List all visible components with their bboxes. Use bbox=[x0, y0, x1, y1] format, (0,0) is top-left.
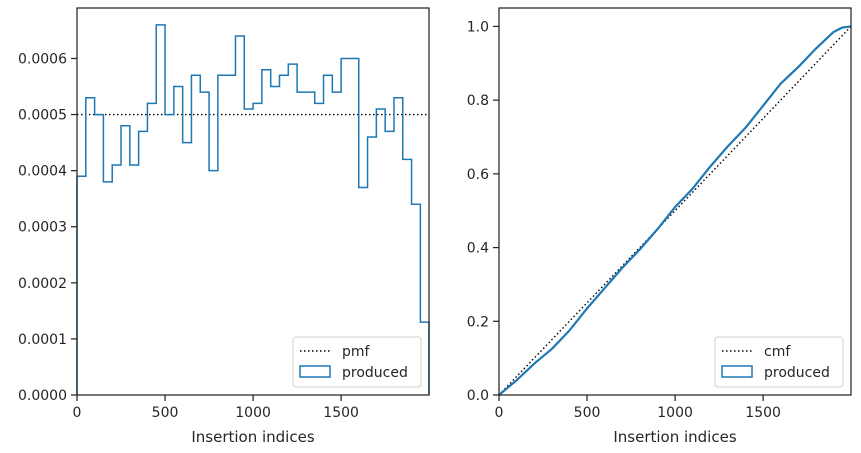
y-tick-label: 0.0002 bbox=[18, 276, 67, 292]
x-tick-label: 500 bbox=[152, 405, 179, 421]
x-tick-label: 1500 bbox=[323, 405, 359, 421]
legend-produced-label: produced bbox=[342, 365, 408, 381]
axis-ticks: 0 500 1000 1500 0.0 0.2 0.4 0.6 0.8 1.0 bbox=[467, 19, 781, 421]
pmf-histogram-panel: 0 500 1000 1500 0.0000 0.0001 0.0002 0.0003 0.00… bbox=[18, 7, 430, 446]
y-tick-label: 0.4 bbox=[467, 241, 489, 257]
plot-frame bbox=[498, 7, 852, 396]
x-tick-label: 1000 bbox=[657, 405, 693, 421]
legend-box bbox=[292, 336, 422, 388]
y-tick-label: 1.0 bbox=[467, 19, 489, 35]
legend: pmf produced bbox=[292, 336, 422, 388]
x-axis-label: Insertion indices bbox=[613, 428, 736, 446]
chart-marks bbox=[76, 24, 430, 395]
chart-marks bbox=[498, 25, 852, 396]
y-tick-label: 0.0000 bbox=[18, 388, 67, 404]
x-tick-label: 0 bbox=[495, 405, 504, 421]
series-produced-line bbox=[498, 25, 852, 396]
y-tick-label: 0.0005 bbox=[18, 108, 67, 124]
legend-box bbox=[714, 336, 844, 388]
legend-produced-swatch bbox=[299, 365, 331, 378]
legend-produced-swatch bbox=[721, 365, 753, 378]
cmf-cumulative-panel: 0 500 1000 1500 0.0 0.2 0.4 0.6 0.8 1.0 Insertion… bbox=[467, 7, 852, 446]
y-tick-label: 0.0001 bbox=[18, 332, 67, 348]
y-tick-label: 0.6 bbox=[467, 167, 489, 183]
legend: cmf produced bbox=[714, 336, 844, 388]
series-cmf-line bbox=[498, 25, 852, 396]
y-tick-label: 0.0006 bbox=[18, 51, 67, 67]
x-tick-label: 500 bbox=[574, 405, 601, 421]
plot-area-background bbox=[77, 8, 429, 395]
legend-pmf-label: pmf bbox=[342, 344, 371, 360]
y-tick-label: 0.0003 bbox=[18, 220, 67, 236]
legend-cmf-label: cmf bbox=[764, 344, 791, 360]
series-produced-histogram bbox=[76, 24, 430, 395]
legend-produced-label: produced bbox=[764, 365, 830, 381]
y-tick-label: 0.2 bbox=[467, 314, 489, 330]
plot-frame bbox=[76, 7, 430, 396]
x-tick-label: 0 bbox=[73, 405, 82, 421]
x-tick-label: 1000 bbox=[235, 405, 271, 421]
axis-ticks: 0 500 1000 1500 0.0000 0.0001 0.0002 0.0003 0.00… bbox=[18, 51, 359, 421]
y-tick-label: 0.0 bbox=[467, 388, 489, 404]
x-tick-label: 1500 bbox=[745, 405, 781, 421]
x-axis-label: Insertion indices bbox=[191, 428, 314, 446]
y-tick-label: 0.8 bbox=[467, 93, 489, 109]
y-tick-label: 0.0004 bbox=[18, 164, 67, 180]
